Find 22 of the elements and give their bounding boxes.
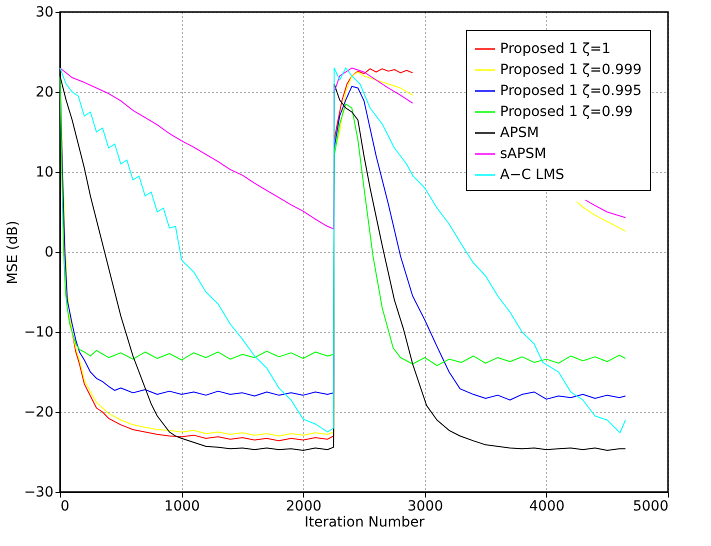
x-axis-title: Iteration Number <box>304 514 425 530</box>
x-tick-label: 5000 <box>632 498 668 514</box>
y-tick-label: 20 <box>36 84 54 100</box>
y-tick-label: 0 <box>44 244 54 260</box>
y-tick-label: −20 <box>24 404 54 420</box>
legend-label: A−C LMS <box>500 167 564 183</box>
legend-label: Proposed 1 ζ=0.995 <box>500 83 642 99</box>
legend-label: Proposed 1 ζ=0.99 <box>500 104 633 120</box>
y-tick-label: −10 <box>24 324 54 340</box>
x-tick-label: 3000 <box>407 498 444 514</box>
legend-label: APSM <box>500 125 539 141</box>
legend-label: Proposed 1 ζ=1 <box>500 41 611 57</box>
y-tick-label: 30 <box>36 4 54 20</box>
x-tick-label: 4000 <box>529 498 565 514</box>
y-tick-label: −30 <box>24 484 54 500</box>
y-tick-label: 10 <box>36 164 54 180</box>
legend-label: Proposed 1 ζ=0.999 <box>500 62 642 78</box>
x-tick-label: 1000 <box>164 498 200 514</box>
x-tick-label: 0 <box>60 498 70 514</box>
y-axis-title: MSE (dB) <box>4 220 21 284</box>
legend-label: sAPSM <box>500 146 546 162</box>
x-tick-label: 2000 <box>286 498 322 514</box>
